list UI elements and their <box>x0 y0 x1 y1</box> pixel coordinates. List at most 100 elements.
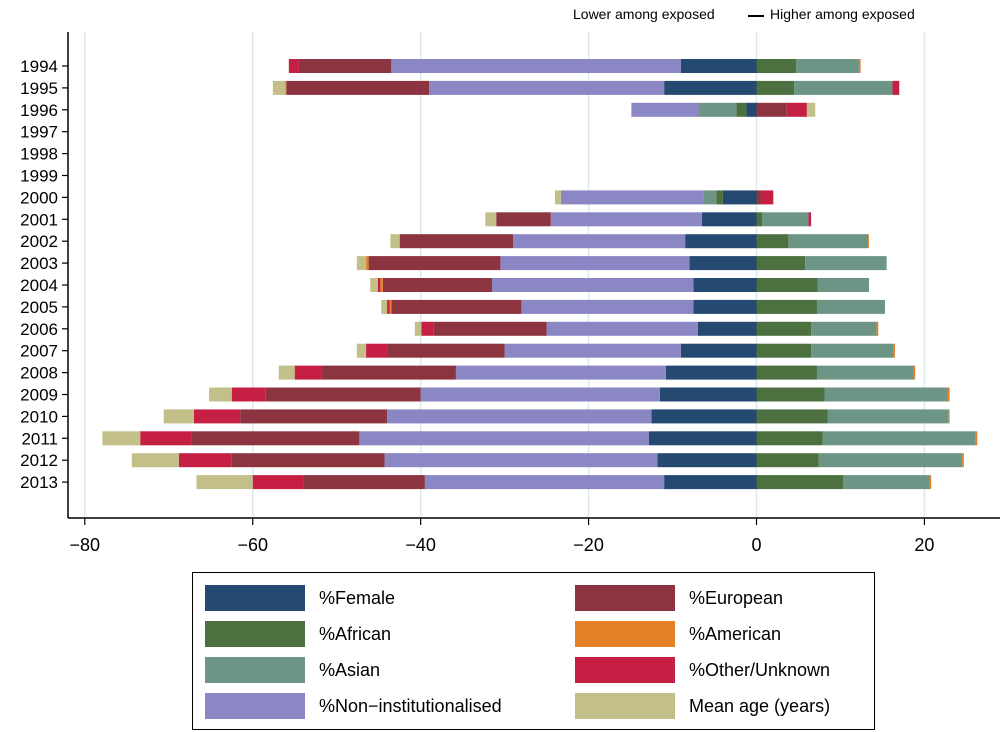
legend-item: %Female <box>205 583 395 613</box>
bar-segment <box>756 409 828 424</box>
bar-segment <box>788 234 869 249</box>
y-tick-label: 2006 <box>20 320 58 339</box>
bar-segment <box>231 387 266 402</box>
legend-label: %Other/Unknown <box>689 659 831 680</box>
bar-segment <box>433 321 547 336</box>
bar-segment <box>389 299 392 314</box>
bar-segment <box>231 453 385 468</box>
bar-segment <box>701 212 757 227</box>
legend-swatch <box>575 621 675 647</box>
legend-item: %Other/Unknown <box>575 655 830 685</box>
legend-swatch <box>205 621 305 647</box>
legend-item: %European <box>575 583 783 613</box>
bar-segment <box>387 343 505 358</box>
bar-segment <box>366 343 388 358</box>
bar-segment <box>384 453 658 468</box>
y-tick-label: 2013 <box>20 473 58 492</box>
bar-segment <box>947 387 950 402</box>
bar-segment <box>805 256 887 271</box>
legend-label: %European <box>689 587 784 608</box>
bar-segment <box>824 387 948 402</box>
bar-segment <box>893 343 896 358</box>
bar-segment <box>131 453 179 468</box>
bar-segment <box>140 431 192 446</box>
legend-item: Mean age (years) <box>575 691 830 721</box>
y-tick-label: 1997 <box>20 123 58 142</box>
bar-segment <box>665 365 757 380</box>
bar-segment <box>822 431 976 446</box>
bar-segment <box>196 475 253 490</box>
x-tick-label: 0 <box>751 535 761 555</box>
bar-segment <box>631 102 699 117</box>
y-tick-label: 2010 <box>20 407 58 426</box>
bar-segment <box>496 212 551 227</box>
bar-segment <box>761 190 774 205</box>
bar-segment <box>794 80 893 95</box>
bar-segment <box>756 321 812 336</box>
bar-segment <box>664 475 757 490</box>
bar-segment <box>756 343 812 358</box>
bar-segment <box>659 387 757 402</box>
bar-segment <box>424 475 665 490</box>
bar-segment <box>786 102 807 117</box>
bar-segment <box>387 299 390 314</box>
y-tick-label: 2002 <box>20 232 58 251</box>
bar-segment <box>550 212 702 227</box>
bar-segment <box>868 234 870 249</box>
bar-segment <box>492 278 694 292</box>
bar-segment <box>817 278 870 292</box>
legend-item: %Non−institutionalised <box>205 691 502 721</box>
legend-swatch <box>575 693 675 719</box>
y-tick-label: 2004 <box>20 276 58 295</box>
bar-segment <box>560 190 704 205</box>
bar-segment <box>746 102 757 117</box>
bar-segment <box>546 321 698 336</box>
higher-among-exposed-label: Higher among exposed <box>770 6 915 22</box>
bar-segment <box>689 256 757 271</box>
bar-segment <box>294 365 322 380</box>
bar-chart: 1994 1995 1996 1997 1998 1999 2000 2001 2002 2003… <box>20 32 1000 555</box>
bar-segment <box>858 59 861 73</box>
bar-segment <box>842 475 930 490</box>
bar-segment <box>736 102 747 117</box>
legend-label: %African <box>319 623 392 644</box>
bar-segment <box>651 409 757 424</box>
bar-segment <box>811 343 894 358</box>
bar-segment <box>421 321 434 336</box>
bar-segment <box>693 278 757 292</box>
chart-legend: %Female %African %Asian %Non−institutionali… <box>192 572 875 730</box>
bar-segment <box>193 409 241 424</box>
bar-segment <box>697 321 757 336</box>
legend-label: %Non−institutionalised <box>319 695 502 716</box>
bar-segment <box>366 256 369 271</box>
bar-segment <box>962 453 964 468</box>
legend-item: %African <box>205 619 391 649</box>
bar-segment <box>818 453 963 468</box>
bar-segment <box>303 475 425 490</box>
bar-segment <box>756 387 825 402</box>
bar-segment <box>278 365 295 380</box>
bar-segment <box>722 190 757 205</box>
y-tick-label: 2000 <box>20 188 58 207</box>
y-tick-label: 2003 <box>20 254 58 273</box>
legend-label: %American <box>689 623 782 644</box>
bar-segment <box>657 453 757 468</box>
legend-swatch <box>575 657 675 683</box>
x-tick-label: −80 <box>70 535 101 555</box>
bar-segment <box>102 431 141 446</box>
y-tick-label: 2008 <box>20 364 58 383</box>
bar-series <box>102 59 978 490</box>
bar-segment <box>382 278 493 292</box>
bar-segment <box>500 256 690 271</box>
bar-segment <box>321 365 456 380</box>
y-tick-label: 1999 <box>20 167 58 186</box>
y-tick-label: 1995 <box>20 79 58 98</box>
y-tick-label: 2012 <box>20 451 58 470</box>
bar-segment <box>913 365 916 380</box>
bar-segment <box>429 80 665 95</box>
bar-segment <box>272 80 286 95</box>
bar-segment <box>948 409 950 424</box>
y-tick-label: 2001 <box>20 210 58 229</box>
bar-segment <box>756 365 817 380</box>
